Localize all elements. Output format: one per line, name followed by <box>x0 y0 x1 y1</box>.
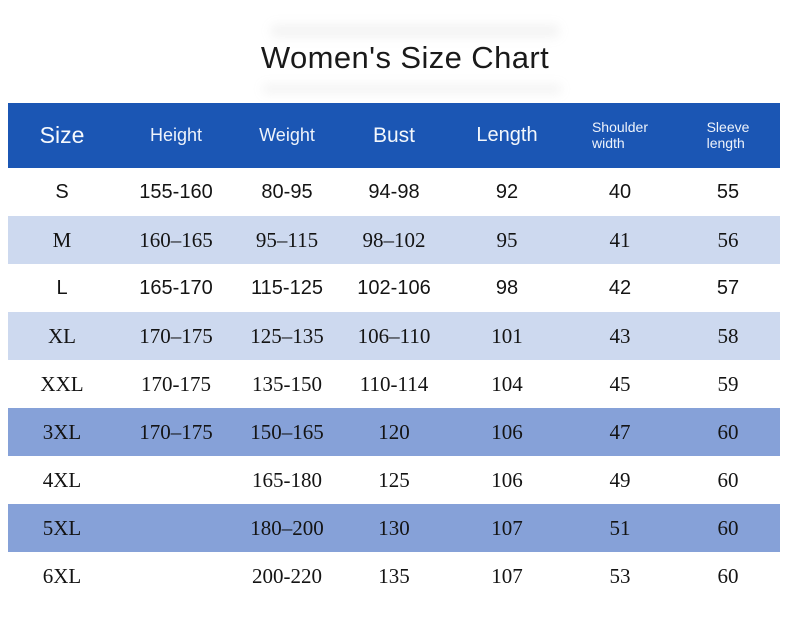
cell-size: XL <box>48 323 76 348</box>
cell-size: 6XL <box>42 563 82 588</box>
cell-size: 4XL <box>42 467 82 492</box>
cell-weight: 95–115 <box>255 227 319 252</box>
cell-length: 98 <box>495 276 519 299</box>
faded-watermark-smudge <box>262 84 562 94</box>
cell-weight: 150–165 <box>250 419 324 444</box>
cell-shoulder-width: 41 <box>609 227 631 252</box>
cell-bust: 135 <box>378 563 410 588</box>
cell-weight: 115-125 <box>251 276 323 299</box>
cell-bust: 106–110 <box>357 323 431 348</box>
cell-length: 106 <box>491 467 523 492</box>
cell-shoulder-width: 53 <box>609 563 631 588</box>
table-row: XXL 170-175 135-150 110-114 104 45 59 <box>8 360 780 408</box>
cell-size: XXL <box>40 371 84 396</box>
cell-height <box>116 552 236 600</box>
cell-weight: 135-150 <box>252 371 322 396</box>
cell-bust: 98–102 <box>362 227 426 252</box>
table-row: 4XL 165-180 125 106 49 60 <box>8 456 780 504</box>
table-row: XL 170–175 125–135 106–110 101 43 58 <box>8 312 780 360</box>
cell-length: 92 <box>495 180 519 203</box>
cell-height: 170–175 <box>139 323 213 348</box>
table-row: 3XL 170–175 150–165 120 106 47 60 <box>8 408 780 456</box>
cell-sleeve-length: 60 <box>717 515 739 540</box>
cell-weight: 80-95 <box>261 180 313 203</box>
cell-size: S <box>55 180 69 203</box>
cell-length: 107 <box>491 563 523 588</box>
cell-sleeve-length: 60 <box>717 563 739 588</box>
table-row: S 155-160 80-95 94-98 92 40 55 <box>8 168 780 216</box>
table-row: 5XL 180–200 130 107 51 60 <box>8 504 780 552</box>
cell-bust: 120 <box>378 419 410 444</box>
cell-length: 95 <box>496 227 518 252</box>
cell-weight: 200-220 <box>252 563 322 588</box>
cell-weight: 165-180 <box>252 467 322 492</box>
col-header-size: Size <box>39 121 85 148</box>
cell-size: L <box>56 276 68 299</box>
cell-length: 101 <box>491 323 523 348</box>
col-header-height: Height <box>149 125 203 146</box>
col-header-length: Length <box>476 124 538 147</box>
col-header-shoulder-width: Shoulder width <box>591 118 649 151</box>
col-header-sleeve-length: Sleeve length <box>706 118 750 151</box>
cell-bust: 94-98 <box>368 180 420 203</box>
cell-length: 107 <box>491 515 523 540</box>
cell-shoulder-width: 49 <box>609 467 631 492</box>
cell-bust: 125 <box>378 467 410 492</box>
cell-shoulder-width: 45 <box>609 371 631 396</box>
col-header-bust: Bust <box>372 123 416 147</box>
cell-sleeve-length: 59 <box>717 371 739 396</box>
table-row: 6XL 200-220 135 107 53 60 <box>8 552 780 600</box>
cell-height <box>116 456 236 504</box>
cell-length: 106 <box>491 419 523 444</box>
cell-sleeve-length: 57 <box>716 276 740 299</box>
cell-size: M <box>52 227 72 252</box>
page-title: Women's Size Chart <box>260 40 550 75</box>
cell-bust: 110-114 <box>359 371 429 396</box>
cell-height: 170-175 <box>141 371 211 396</box>
cell-weight: 180–200 <box>250 515 324 540</box>
header-row: Size Height Weight Bust Length Shoulder w… <box>8 103 780 168</box>
cell-bust: 130 <box>378 515 410 540</box>
cell-height <box>116 504 236 552</box>
cell-shoulder-width: 40 <box>608 180 632 203</box>
cell-size: 5XL <box>42 515 82 540</box>
cell-shoulder-width: 42 <box>608 276 632 299</box>
cell-shoulder-width: 47 <box>609 419 631 444</box>
cell-length: 104 <box>491 371 523 396</box>
cell-weight: 125–135 <box>250 323 324 348</box>
cell-sleeve-length: 60 <box>717 467 739 492</box>
cell-sleeve-length: 60 <box>717 419 739 444</box>
cell-sleeve-length: 58 <box>717 323 739 348</box>
cell-bust: 102-106 <box>357 276 431 299</box>
table-row: L 165-170 115-125 102-106 98 42 57 <box>8 264 780 312</box>
cell-height: 170–175 <box>139 419 213 444</box>
cell-size: 3XL <box>42 419 82 444</box>
size-chart-table: Size Height Weight Bust Length Shoulder w… <box>8 103 780 600</box>
cell-sleeve-length: 55 <box>716 180 740 203</box>
cell-shoulder-width: 43 <box>609 323 631 348</box>
faded-watermark-smudge <box>270 24 560 38</box>
cell-height: 155-160 <box>139 180 213 203</box>
cell-sleeve-length: 56 <box>717 227 739 252</box>
cell-height: 160–165 <box>139 227 213 252</box>
col-header-weight: Weight <box>259 125 315 146</box>
table-row: M 160–165 95–115 98–102 95 41 56 <box>8 216 780 264</box>
cell-shoulder-width: 51 <box>609 515 631 540</box>
cell-height: 165-170 <box>139 276 213 299</box>
